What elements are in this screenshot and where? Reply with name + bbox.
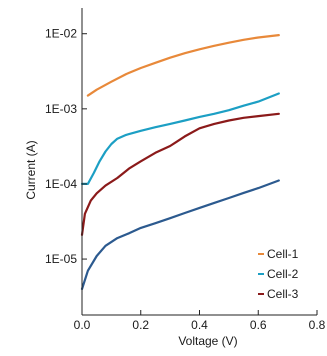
y-tick-label: 1E-05 <box>45 252 77 266</box>
x-tick-label: 0.8 <box>309 318 326 332</box>
legend-label: Cell-1 <box>267 247 299 261</box>
legend: Cell-1 Cell-2 Cell-3 <box>258 247 299 301</box>
series-line-1 <box>86 33 280 97</box>
ticks: 0.0 0.2 0.4 0.6 0.8 1E-05 1E-04 1E-03 1E-02 <box>45 27 326 332</box>
x-tick-label: 0.4 <box>191 318 208 332</box>
series-line-3 <box>80 112 280 236</box>
x-axis-title: Voltage (V) <box>178 334 237 348</box>
legend-label: Cell-2 <box>267 267 299 281</box>
y-axis-title: Current (A) <box>24 140 38 199</box>
legend-label: Cell-3 <box>267 287 299 301</box>
plot-area <box>80 33 280 291</box>
x-tick-label: 0.2 <box>132 318 149 332</box>
series-line-4 <box>80 179 280 291</box>
x-tick-label: 0.0 <box>74 318 91 332</box>
y-tick-label: 1E-02 <box>45 27 77 41</box>
x-tick-label: 0.6 <box>250 318 267 332</box>
y-tick-label: 1E-03 <box>45 102 77 116</box>
series-line-2 <box>80 92 280 185</box>
y-tick-label: 1E-04 <box>45 177 77 191</box>
